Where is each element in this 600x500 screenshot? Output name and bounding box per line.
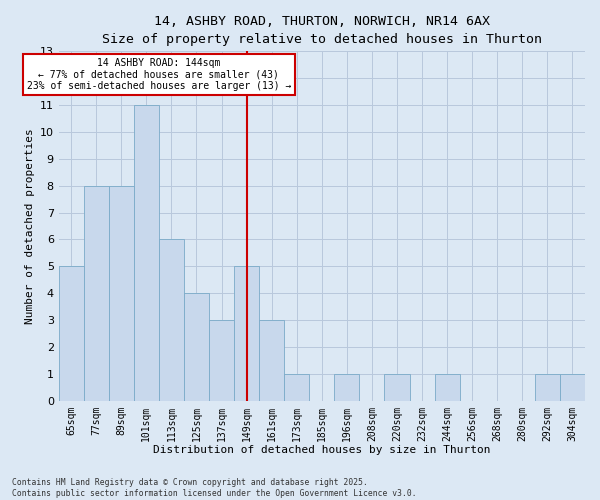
Y-axis label: Number of detached properties: Number of detached properties bbox=[25, 128, 35, 324]
Text: Contains HM Land Registry data © Crown copyright and database right 2025.
Contai: Contains HM Land Registry data © Crown c… bbox=[12, 478, 416, 498]
Bar bbox=[434, 374, 460, 400]
Bar bbox=[234, 266, 259, 400]
Bar bbox=[209, 320, 234, 400]
Bar bbox=[184, 293, 209, 401]
Bar bbox=[560, 374, 585, 400]
Bar bbox=[385, 374, 410, 400]
X-axis label: Distribution of detached houses by size in Thurton: Distribution of detached houses by size … bbox=[153, 445, 491, 455]
Bar bbox=[109, 186, 134, 400]
Bar bbox=[83, 186, 109, 400]
Title: 14, ASHBY ROAD, THURTON, NORWICH, NR14 6AX
Size of property relative to detached: 14, ASHBY ROAD, THURTON, NORWICH, NR14 6… bbox=[102, 15, 542, 46]
Bar bbox=[134, 105, 159, 401]
Text: 14 ASHBY ROAD: 144sqm
← 77% of detached houses are smaller (43)
23% of semi-deta: 14 ASHBY ROAD: 144sqm ← 77% of detached … bbox=[26, 58, 291, 92]
Bar bbox=[59, 266, 83, 400]
Bar bbox=[284, 374, 309, 400]
Bar bbox=[159, 240, 184, 400]
Bar bbox=[334, 374, 359, 400]
Bar bbox=[535, 374, 560, 400]
Bar bbox=[259, 320, 284, 400]
